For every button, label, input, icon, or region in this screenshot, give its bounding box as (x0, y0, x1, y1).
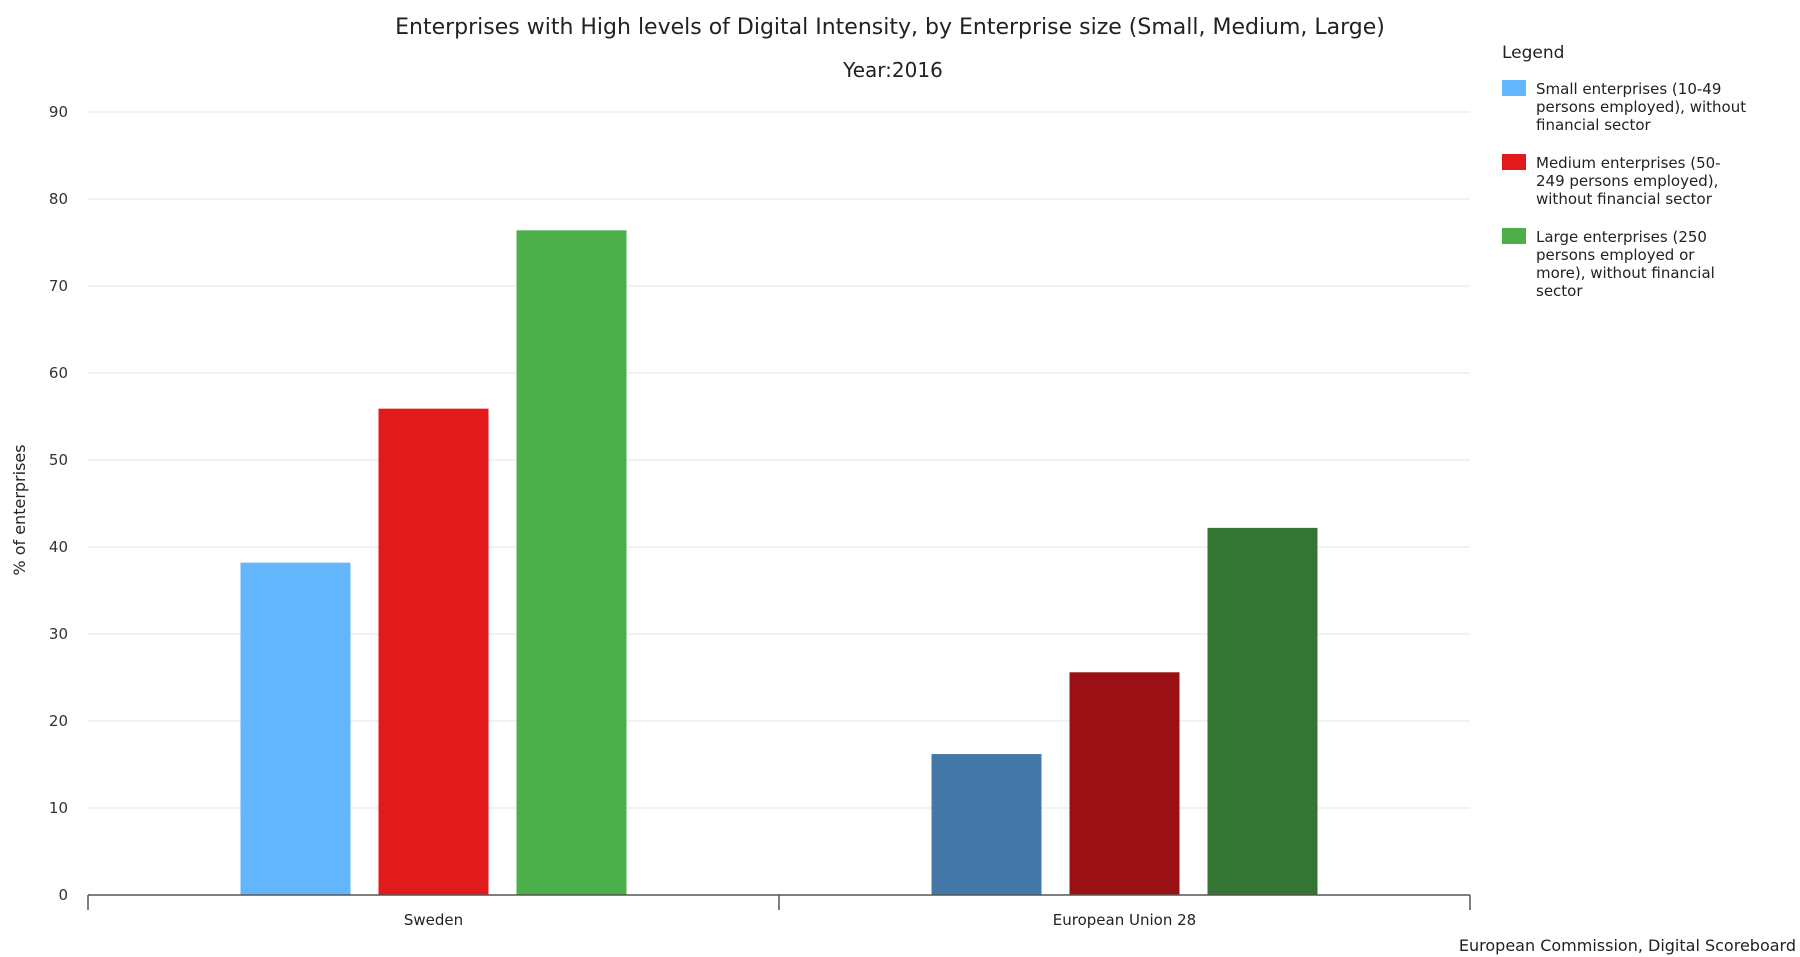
x-axis: Sweden European Union 28 (87, 894, 1471, 929)
legend-label-series-3[interactable]: Large enterprises (250 persons employed o… (1536, 228, 1715, 300)
legend-line: persons employed or (1536, 246, 1695, 264)
bar-european-union-28-series-1[interactable] (931, 754, 1042, 895)
legend-line: sector (1536, 282, 1583, 300)
bar-european-union-28-series-3[interactable] (1207, 527, 1318, 895)
legend-line: Small enterprises (10-49 (1536, 80, 1721, 98)
x-tick-label: European Union 28 (1053, 911, 1196, 929)
legend-line: more), without financial (1536, 264, 1715, 282)
y-tick-label: 60 (49, 364, 68, 382)
bars-group (240, 230, 1318, 895)
y-tick-label: 80 (49, 190, 68, 208)
gridlines: 0 10 20 30 40 50 60 70 80 90 (49, 103, 1470, 904)
legend-swatch-series-2 (1502, 154, 1526, 170)
legend-title: Legend (1502, 43, 1564, 63)
legend-line: 249 persons employed), (1536, 172, 1718, 190)
legend-swatch-series-3 (1502, 228, 1526, 244)
y-tick-label: 40 (49, 538, 68, 556)
chart-title: Enterprises with High levels of Digital … (395, 15, 1385, 40)
legend-line: persons employed), without (1536, 98, 1746, 116)
credit-text: European Commission, Digital Scoreboard (1459, 936, 1796, 955)
y-tick-label: 0 (58, 886, 68, 904)
y-tick-label: 70 (49, 277, 68, 295)
bar-sweden-series-2[interactable] (378, 408, 489, 895)
y-tick-label: 30 (49, 625, 68, 643)
legend-line: without financial sector (1536, 190, 1713, 208)
x-tick-label: Sweden (404, 911, 463, 929)
legend-label-series-2[interactable]: Medium enterprises (50-249 persons emplo… (1536, 154, 1721, 208)
legend-label-series-1[interactable]: Small enterprises (10-49 persons employed… (1536, 80, 1746, 134)
legend-line: financial sector (1536, 116, 1652, 134)
legend-line: Large enterprises (250 (1536, 228, 1707, 246)
y-tick-label: 90 (49, 103, 68, 121)
legend-line: Medium enterprises (50- (1536, 154, 1721, 172)
chart-subtitle: Year:2016 (842, 58, 943, 82)
y-axis-label: % of enterprises (10, 444, 29, 575)
bar-sweden-series-3[interactable] (516, 230, 627, 895)
bar-sweden-series-1[interactable] (240, 562, 351, 895)
y-tick-label: 50 (49, 451, 68, 469)
y-tick-label: 10 (49, 799, 68, 817)
bar-european-union-28-series-2[interactable] (1069, 672, 1180, 895)
legend-swatch-series-1 (1502, 80, 1526, 96)
y-tick-label: 20 (49, 712, 68, 730)
